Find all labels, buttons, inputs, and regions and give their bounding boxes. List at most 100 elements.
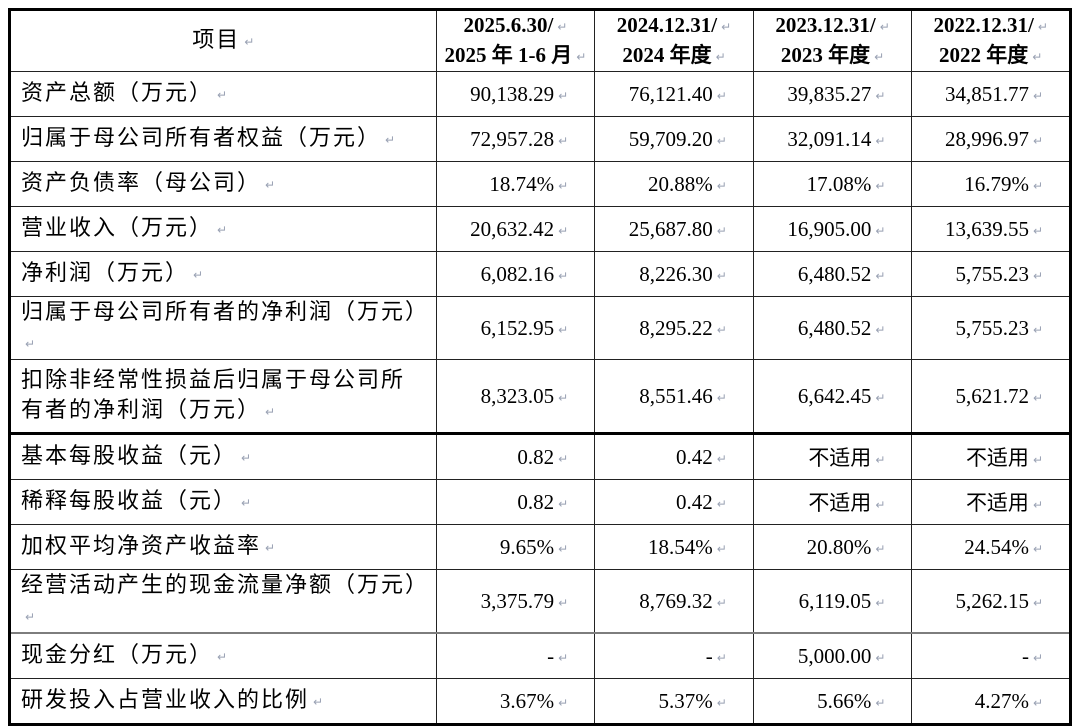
- cell-value: 18.74%: [489, 172, 568, 196]
- value-cell: 不适用: [911, 432, 1071, 480]
- cell-value: 76,121.40: [629, 82, 727, 106]
- cell-value: 5,755.23: [955, 262, 1043, 286]
- value-cell: 6,642.45: [752, 359, 913, 434]
- cell-value: 0.82: [517, 490, 568, 514]
- value-cell: 32,091.14: [752, 116, 913, 162]
- row-label: 归属于母公司所有者的净利润（万元）: [21, 299, 429, 354]
- cell-value: 5.37%: [658, 689, 726, 713]
- value-cell: 6,152.95: [435, 296, 596, 360]
- row-label-cell: 归属于母公司所有者的净利润（万元）: [9, 296, 437, 360]
- value-cell: 8,295.22: [594, 296, 754, 360]
- row-label: 现金分红（万元）: [21, 642, 227, 667]
- cell-value: 3.67%: [500, 689, 568, 713]
- cell-value: 0.42: [676, 445, 727, 469]
- table-row-operating-cash-flow: 经营活动产生的现金流量净额（万元） 3,375.79 8,769.32 6,11…: [9, 569, 1071, 634]
- value-cell: 6,119.05: [752, 569, 913, 634]
- cell-value: 20,632.42: [470, 217, 568, 241]
- value-cell: 5.37%: [594, 678, 754, 725]
- value-cell: 20.88%: [594, 161, 754, 207]
- financial-indicators-table: 项目 2025.6.30/ 2025 年 1-6 月 2024.12.31/ 2…: [8, 8, 1072, 726]
- table-row-total-assets: 资产总额（万元） 90,138.29 76,121.40 39,835.27 3…: [9, 71, 1071, 117]
- table-row-diluted-eps: 稀释每股收益（元） 0.82 0.42 不适用 不适用: [9, 479, 1071, 525]
- header-cell-period-2024: 2024.12.31/ 2024 年度: [594, 9, 754, 72]
- value-cell: 90,138.29: [435, 71, 596, 117]
- value-cell: 6,480.52: [752, 296, 913, 360]
- row-label-cell: 扣除非经常性损益后归属于母公司所有者的净利润（万元）: [9, 359, 437, 434]
- cell-value: 6,480.52: [798, 316, 886, 340]
- row-label-cell: 归属于母公司所有者权益（万元）: [9, 116, 437, 162]
- header-period-date: 2024.12.31/: [617, 13, 731, 37]
- cell-value: -: [1022, 644, 1043, 668]
- row-label-cell: 现金分红（万元）: [9, 632, 437, 679]
- value-cell: 72,957.28: [435, 116, 596, 162]
- header-period-range: 2023 年度: [781, 43, 884, 67]
- cell-value: 8,226.30: [639, 262, 727, 286]
- value-cell: 3,375.79: [435, 569, 596, 634]
- table-row-debt-ratio: 资产负债率（母公司） 18.74% 20.88% 17.08% 16.79%: [9, 161, 1071, 207]
- value-cell: 20.80%: [752, 524, 913, 570]
- value-cell: 3.67%: [435, 678, 596, 725]
- value-cell: 20,632.42: [435, 206, 596, 252]
- cell-value: 不适用: [966, 446, 1043, 470]
- row-label: 稀释每股收益（元）: [21, 488, 251, 513]
- value-cell: 39,835.27: [752, 71, 913, 117]
- cell-value: 18.54%: [648, 535, 727, 559]
- header-period-range: 2025 年 1-6 月: [444, 43, 586, 67]
- value-cell: 6,480.52: [752, 251, 913, 297]
- row-label: 基本每股收益（元）: [21, 443, 251, 468]
- row-label-cell: 资产总额（万元）: [9, 71, 437, 117]
- table-header-row: 项目 2025.6.30/ 2025 年 1-6 月 2024.12.31/ 2…: [9, 9, 1071, 72]
- header-period-date: 2023.12.31/: [775, 13, 889, 37]
- cell-value: 8,295.22: [639, 316, 727, 340]
- cell-value: 39,835.27: [787, 82, 885, 106]
- row-label: 扣除非经常性损益后归属于母公司所有者的净利润（万元）: [21, 367, 405, 422]
- cell-value: 32,091.14: [787, 127, 885, 151]
- value-cell: 6,082.16: [435, 251, 596, 297]
- cell-value: 20.80%: [807, 535, 886, 559]
- table-row-rd-ratio: 研发投入占营业收入的比例 3.67% 5.37% 5.66% 4.27%: [9, 678, 1071, 725]
- value-cell: 18.54%: [594, 524, 754, 570]
- cell-value: 5,262.15: [955, 589, 1043, 613]
- value-cell: 0.82: [435, 432, 596, 480]
- cell-value: 17.08%: [807, 172, 886, 196]
- value-cell: 0.42: [594, 432, 754, 480]
- value-cell: 不适用: [911, 479, 1071, 525]
- cell-value: 16,905.00: [787, 217, 885, 241]
- row-label: 净利润（万元）: [21, 260, 203, 285]
- cell-value: 8,551.46: [639, 384, 727, 408]
- cell-value: 0.82: [517, 445, 568, 469]
- cell-value: 90,138.29: [470, 82, 568, 106]
- value-cell: 9.65%: [435, 524, 596, 570]
- value-cell: -: [911, 632, 1071, 679]
- document-page: 项目 2025.6.30/ 2025 年 1-6 月 2024.12.31/ 2…: [8, 8, 1072, 726]
- value-cell: 34,851.77: [911, 71, 1071, 117]
- header-cell-item: 项目: [9, 9, 437, 72]
- table-row-weighted-roe: 加权平均净资产收益率 9.65% 18.54% 20.80% 24.54%: [9, 524, 1071, 570]
- header-period-date: 2022.12.31/: [933, 13, 1047, 37]
- value-cell: 5,262.15: [911, 569, 1071, 634]
- cell-value: 8,323.05: [481, 384, 569, 408]
- value-cell: 5,000.00: [752, 632, 913, 679]
- row-label: 加权平均净资产收益率: [21, 533, 275, 558]
- value-cell: 17.08%: [752, 161, 913, 207]
- row-label: 经营活动产生的现金流量净额（万元）: [21, 572, 429, 627]
- cell-value: 16.79%: [964, 172, 1043, 196]
- table-row-net-profit: 净利润（万元） 6,082.16 8,226.30 6,480.52 5,755…: [9, 251, 1071, 297]
- cell-value: 不适用: [808, 446, 885, 470]
- value-cell: 16.79%: [911, 161, 1071, 207]
- value-cell: 5.66%: [752, 678, 913, 725]
- cell-value: 0.42: [676, 490, 727, 514]
- row-label-cell: 经营活动产生的现金流量净额（万元）: [9, 569, 437, 634]
- row-label: 归属于母公司所有者权益（万元）: [21, 125, 395, 150]
- header-cell-period-2022: 2022.12.31/ 2022 年度: [911, 9, 1071, 72]
- cell-value: 8,769.32: [639, 589, 727, 613]
- row-label-cell: 净利润（万元）: [9, 251, 437, 297]
- table-row-parent-equity: 归属于母公司所有者权益（万元） 72,957.28 59,709.20 32,0…: [9, 116, 1071, 162]
- value-cell: 不适用: [752, 479, 913, 525]
- row-label-cell: 基本每股收益（元）: [9, 432, 437, 480]
- value-cell: 5,755.23: [911, 296, 1071, 360]
- value-cell: 0.82: [435, 479, 596, 525]
- cell-value: 20.88%: [648, 172, 727, 196]
- value-cell: -: [594, 632, 754, 679]
- table-row-basic-eps: 基本每股收益（元） 0.82 0.42 不适用 不适用: [9, 432, 1071, 480]
